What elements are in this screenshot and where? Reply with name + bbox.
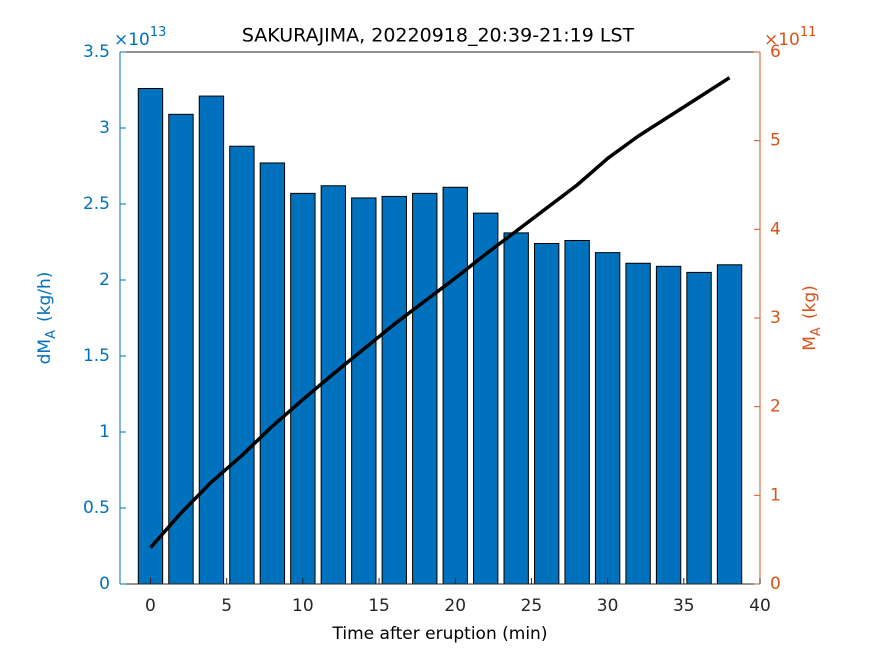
bar (229, 145, 255, 585)
x-tick-label: 5 (221, 596, 232, 616)
label-main: dM (35, 339, 55, 364)
bar (533, 243, 560, 585)
axis-exponent: ×1013 (114, 25, 166, 51)
x-axis-label: Time after eruption (min) (332, 624, 548, 644)
label-unit: (kg) (800, 285, 820, 319)
y-axis-label: MA (kg) (800, 285, 824, 350)
bar (564, 239, 590, 585)
bar (290, 192, 316, 585)
bar (594, 252, 621, 585)
y2-tick-label: 2 (770, 397, 781, 417)
axis-exponent: ×1011 (764, 25, 816, 51)
y-tick-label: 3 (99, 118, 110, 138)
bar (412, 192, 438, 585)
y2-tick-label: 1 (770, 485, 781, 505)
bar (259, 162, 286, 585)
label-main: M (800, 336, 820, 351)
exponent-power: 11 (800, 25, 817, 40)
exponent-power: 13 (150, 25, 167, 40)
exponent-base: ×10 (764, 30, 800, 50)
x-tick-label: 10 (292, 596, 314, 616)
y-tick-label: 2.5 (83, 194, 110, 214)
y2-tick-label: 5 (770, 131, 781, 151)
y-tick-label: 1 (99, 422, 110, 442)
y-tick-label: 3.5 (83, 42, 110, 62)
bar (625, 262, 651, 585)
bar (198, 95, 225, 585)
y2-tick-label: 0 (770, 574, 781, 594)
y2-tick-label: 3 (770, 308, 781, 328)
y-tick-label: 2 (99, 270, 110, 290)
bar (655, 265, 682, 585)
label-sub: A (44, 330, 59, 339)
y-axis-label: dMA (kg/h) (35, 272, 59, 365)
y-tick-label: 0.5 (83, 498, 110, 518)
bar (686, 271, 712, 585)
label-sub: A (809, 327, 824, 336)
line (149, 76, 731, 549)
x-tick-label: 35 (673, 596, 695, 616)
bar (503, 232, 529, 585)
bar (351, 197, 377, 585)
exponent-base: ×10 (114, 30, 150, 50)
x-tick-label: 30 (597, 596, 619, 616)
bar (442, 186, 468, 585)
bar (473, 212, 499, 585)
y2-tick-label: 6 (770, 42, 781, 62)
y-tick-label: 1.5 (83, 346, 110, 366)
x-tick-label: 40 (749, 596, 771, 616)
bar (716, 264, 743, 585)
label-unit: (kg/h) (35, 272, 55, 322)
y2-tick-label: 4 (770, 219, 781, 239)
bar (137, 87, 164, 585)
x-tick-label: 20 (444, 596, 466, 616)
x-tick-label: 0 (145, 596, 156, 616)
bar (320, 185, 347, 585)
bar (381, 195, 407, 585)
x-tick-label: 25 (521, 596, 543, 616)
y-tick-label: 0 (99, 574, 110, 594)
chart-title: SAKURAJIMA, 20220918_20:39-21:19 LST (242, 25, 635, 47)
x-tick-label: 15 (368, 596, 390, 616)
